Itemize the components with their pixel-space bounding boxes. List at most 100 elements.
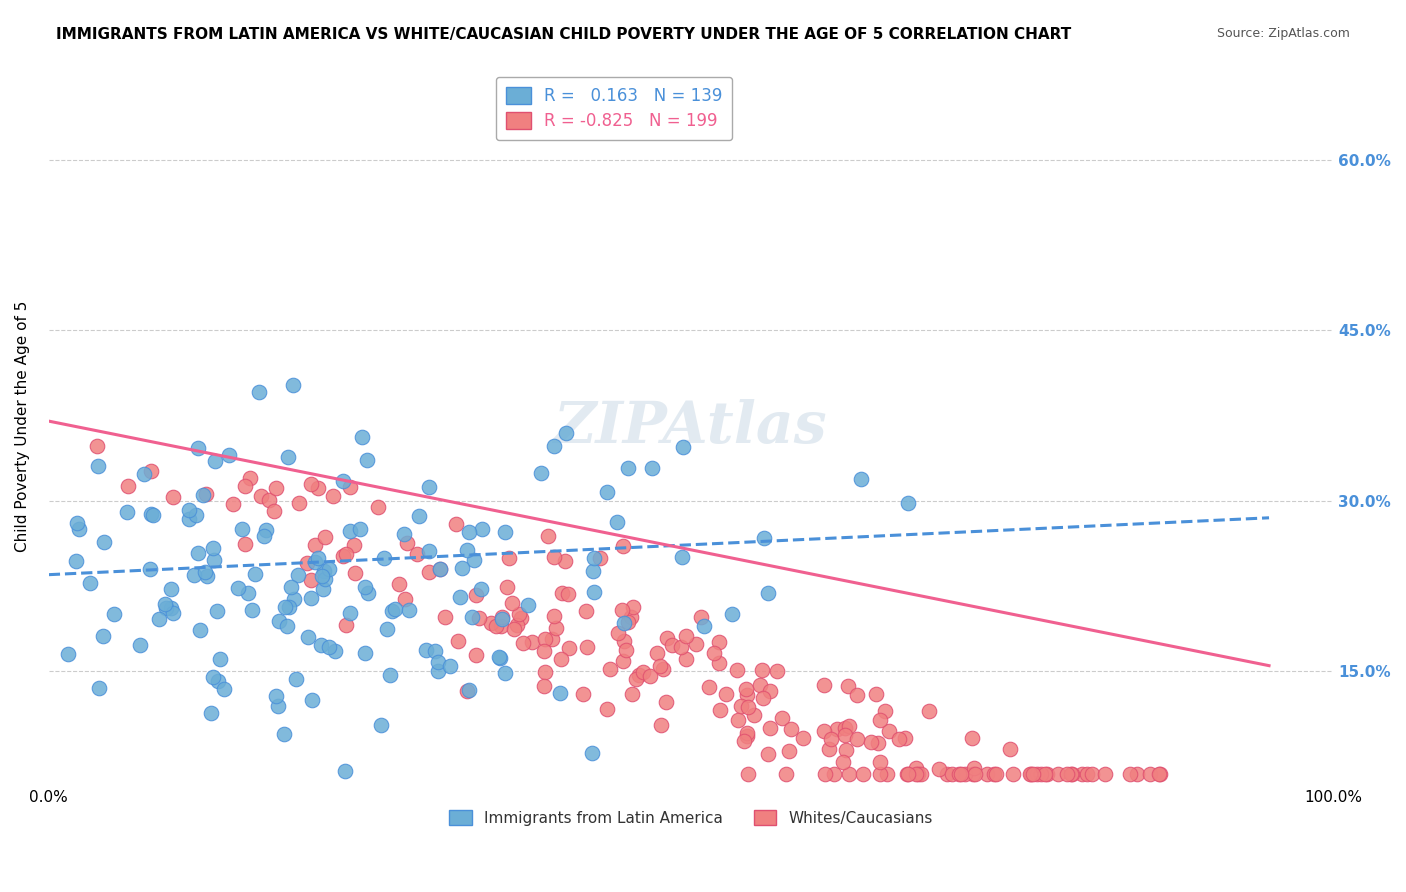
Point xyxy=(533,644,555,658)
Point xyxy=(392,527,415,541)
Point xyxy=(450,561,472,575)
Point xyxy=(132,467,155,482)
Point xyxy=(550,652,572,666)
Point xyxy=(139,463,162,477)
Point xyxy=(832,755,855,769)
Point xyxy=(381,604,404,618)
Point xyxy=(373,551,395,566)
Point xyxy=(869,713,891,727)
Point xyxy=(813,723,835,738)
Point xyxy=(314,572,336,586)
Point xyxy=(155,601,177,615)
Point xyxy=(378,668,401,682)
Point xyxy=(350,430,373,444)
Point xyxy=(226,581,249,595)
Point xyxy=(91,628,114,642)
Point xyxy=(624,672,647,686)
Point xyxy=(434,609,457,624)
Point xyxy=(388,577,411,591)
Point xyxy=(575,604,598,618)
Point xyxy=(976,766,998,780)
Point xyxy=(1060,766,1083,780)
Point xyxy=(439,659,461,673)
Point xyxy=(312,565,335,579)
Point xyxy=(357,586,380,600)
Point xyxy=(56,648,79,662)
Point xyxy=(1139,766,1161,780)
Point xyxy=(756,585,779,599)
Point xyxy=(240,602,263,616)
Point xyxy=(93,535,115,549)
Point xyxy=(283,591,305,606)
Point xyxy=(160,601,183,615)
Point xyxy=(1149,766,1171,780)
Point xyxy=(675,629,697,643)
Point xyxy=(759,721,782,735)
Point xyxy=(530,466,553,480)
Point xyxy=(179,503,201,517)
Point xyxy=(655,695,678,709)
Point xyxy=(479,616,502,631)
Point xyxy=(65,554,87,568)
Point xyxy=(813,678,835,692)
Point xyxy=(304,538,326,552)
Point xyxy=(162,491,184,505)
Point xyxy=(641,461,664,475)
Point xyxy=(236,585,259,599)
Point xyxy=(1031,766,1053,780)
Point xyxy=(204,454,226,468)
Point xyxy=(612,655,634,669)
Point xyxy=(557,641,579,656)
Point xyxy=(963,761,986,775)
Point xyxy=(517,598,540,612)
Point xyxy=(672,440,695,454)
Point xyxy=(984,766,1007,780)
Point xyxy=(948,766,970,780)
Point xyxy=(727,713,749,727)
Point xyxy=(273,727,295,741)
Point xyxy=(655,631,678,645)
Point xyxy=(354,580,377,594)
Point xyxy=(905,761,928,775)
Point xyxy=(233,478,256,492)
Point xyxy=(775,766,797,780)
Point xyxy=(458,683,481,698)
Point xyxy=(820,731,842,746)
Point xyxy=(613,616,636,631)
Point xyxy=(897,766,920,780)
Point xyxy=(748,678,770,692)
Point xyxy=(79,575,101,590)
Point xyxy=(1094,766,1116,780)
Point xyxy=(1076,766,1098,780)
Point xyxy=(814,766,837,780)
Point xyxy=(117,505,139,519)
Point xyxy=(384,602,406,616)
Point xyxy=(918,704,941,718)
Point xyxy=(835,743,858,757)
Point xyxy=(983,766,1005,780)
Point xyxy=(354,646,377,660)
Point xyxy=(142,508,165,523)
Point xyxy=(537,529,560,543)
Point xyxy=(866,736,889,750)
Point xyxy=(661,638,683,652)
Point xyxy=(87,459,110,474)
Point xyxy=(1021,766,1043,780)
Point xyxy=(491,612,513,626)
Point xyxy=(489,619,512,633)
Point xyxy=(87,681,110,696)
Point xyxy=(339,524,361,538)
Point xyxy=(491,610,513,624)
Point xyxy=(581,747,603,761)
Point xyxy=(541,632,564,646)
Point xyxy=(645,646,668,660)
Point xyxy=(837,680,859,694)
Point xyxy=(456,684,478,698)
Point xyxy=(162,606,184,620)
Point xyxy=(575,640,598,654)
Point xyxy=(299,591,322,605)
Point xyxy=(456,543,478,558)
Point xyxy=(285,672,308,686)
Point xyxy=(998,741,1021,756)
Point xyxy=(200,706,222,720)
